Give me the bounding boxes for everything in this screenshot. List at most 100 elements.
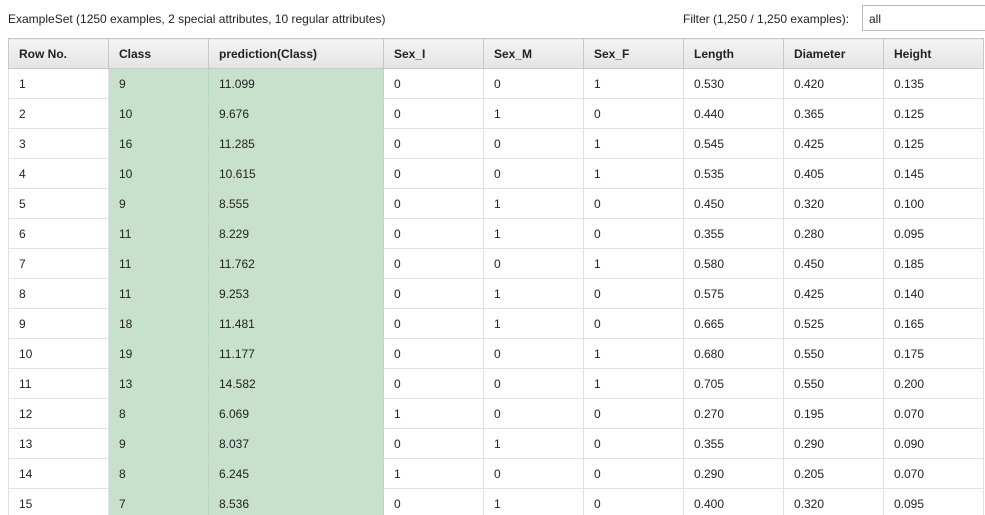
table-row[interactable]: 3 16 11.285 0 0 1 0.545 0.425 0.125 — [8, 128, 984, 159]
cell-prediction-class: 11.762 — [208, 248, 384, 279]
column-header-sex-f[interactable]: Sex_F — [583, 38, 684, 69]
cell-diameter: 0.425 — [783, 128, 884, 159]
table-row[interactable]: 2 10 9.676 0 1 0 0.440 0.365 0.125 — [8, 98, 984, 129]
cell-prediction-class: 11.481 — [208, 308, 384, 339]
cell-sex-m: 1 — [483, 428, 584, 459]
filter-select[interactable]: all — [862, 5, 985, 31]
table-row[interactable]: 5 9 8.555 0 1 0 0.450 0.320 0.100 — [8, 188, 984, 219]
cell-class: 7 — [108, 488, 209, 515]
cell-sex-f: 1 — [583, 338, 684, 369]
cell-sex-i: 0 — [383, 188, 484, 219]
cell-prediction-class: 8.555 — [208, 188, 384, 219]
cell-length: 0.400 — [683, 488, 784, 515]
table-row[interactable]: 12 8 6.069 1 0 0 0.270 0.195 0.070 — [8, 398, 984, 429]
table-row[interactable]: 11 13 14.582 0 0 1 0.705 0.550 0.200 — [8, 368, 984, 399]
cell-length: 0.290 — [683, 458, 784, 489]
cell-height: 0.100 — [883, 188, 984, 219]
column-header-height[interactable]: Height — [883, 38, 984, 69]
cell-prediction-class: 11.099 — [208, 68, 384, 99]
cell-row-no: 5 — [8, 188, 109, 219]
cell-diameter: 0.280 — [783, 218, 884, 249]
cell-prediction-class: 6.245 — [208, 458, 384, 489]
table-row[interactable]: 13 9 8.037 0 1 0 0.355 0.290 0.090 — [8, 428, 984, 459]
cell-prediction-class: 14.582 — [208, 368, 384, 399]
cell-length: 0.680 — [683, 338, 784, 369]
cell-class: 13 — [108, 368, 209, 399]
column-header-length[interactable]: Length — [683, 38, 784, 69]
cell-class: 11 — [108, 248, 209, 279]
cell-row-no: 9 — [8, 308, 109, 339]
cell-length: 0.580 — [683, 248, 784, 279]
cell-height: 0.070 — [883, 458, 984, 489]
column-header-diameter[interactable]: Diameter — [783, 38, 884, 69]
cell-sex-m: 0 — [483, 158, 584, 189]
cell-sex-f: 1 — [583, 68, 684, 99]
cell-sex-f: 1 — [583, 128, 684, 159]
table-row[interactable]: 7 11 11.762 0 0 1 0.580 0.450 0.185 — [8, 248, 984, 279]
cell-sex-m: 0 — [483, 338, 584, 369]
cell-sex-m: 1 — [483, 278, 584, 309]
cell-row-no: 15 — [8, 488, 109, 515]
cell-class: 9 — [108, 68, 209, 99]
cell-sex-i: 1 — [383, 398, 484, 429]
cell-sex-i: 0 — [383, 428, 484, 459]
cell-sex-m: 1 — [483, 488, 584, 515]
cell-sex-i: 0 — [383, 68, 484, 99]
cell-diameter: 0.365 — [783, 98, 884, 129]
cell-row-no: 7 — [8, 248, 109, 279]
column-header-prediction-class[interactable]: prediction(Class) — [208, 38, 384, 69]
cell-sex-i: 0 — [383, 158, 484, 189]
cell-row-no: 1 — [8, 68, 109, 99]
cell-sex-f: 0 — [583, 458, 684, 489]
cell-prediction-class: 6.069 — [208, 398, 384, 429]
table-row[interactable]: 4 10 10.615 0 0 1 0.535 0.405 0.145 — [8, 158, 984, 189]
cell-prediction-class: 8.037 — [208, 428, 384, 459]
column-header-row-no[interactable]: Row No. — [8, 38, 109, 69]
cell-length: 0.355 — [683, 428, 784, 459]
cell-length: 0.535 — [683, 158, 784, 189]
cell-sex-i: 0 — [383, 98, 484, 129]
table-row[interactable]: 10 19 11.177 0 0 1 0.680 0.550 0.175 — [8, 338, 984, 369]
column-header-sex-m[interactable]: Sex_M — [483, 38, 584, 69]
cell-height: 0.095 — [883, 218, 984, 249]
cell-sex-i: 0 — [383, 488, 484, 515]
column-header-class[interactable]: Class — [108, 38, 209, 69]
cell-class: 8 — [108, 458, 209, 489]
table-row[interactable]: 8 11 9.253 0 1 0 0.575 0.425 0.140 — [8, 278, 984, 309]
cell-height: 0.070 — [883, 398, 984, 429]
cell-class: 19 — [108, 338, 209, 369]
cell-class: 18 — [108, 308, 209, 339]
cell-row-no: 2 — [8, 98, 109, 129]
cell-sex-f: 1 — [583, 248, 684, 279]
cell-height: 0.090 — [883, 428, 984, 459]
table-row[interactable]: 15 7 8.536 0 1 0 0.400 0.320 0.095 — [8, 488, 984, 515]
cell-prediction-class: 10.615 — [208, 158, 384, 189]
table-row[interactable]: 9 18 11.481 0 1 0 0.665 0.525 0.165 — [8, 308, 984, 339]
cell-sex-f: 0 — [583, 428, 684, 459]
cell-sex-m: 0 — [483, 68, 584, 99]
data-table-container[interactable]: Row No. Class prediction(Class) Sex_I Sex_M S… — [8, 38, 985, 515]
cell-height: 0.135 — [883, 68, 984, 99]
cell-sex-m: 1 — [483, 98, 584, 129]
table-row[interactable]: 1 9 11.099 0 0 1 0.530 0.420 0.135 — [8, 68, 984, 99]
table-row[interactable]: 14 8 6.245 1 0 0 0.290 0.205 0.070 — [8, 458, 984, 489]
cell-sex-i: 0 — [383, 308, 484, 339]
cell-sex-m: 0 — [483, 458, 584, 489]
table-row[interactable]: 6 11 8.229 0 1 0 0.355 0.280 0.095 — [8, 218, 984, 249]
cell-sex-f: 0 — [583, 398, 684, 429]
cell-class: 9 — [108, 428, 209, 459]
cell-sex-f: 0 — [583, 188, 684, 219]
cell-row-no: 4 — [8, 158, 109, 189]
cell-diameter: 0.205 — [783, 458, 884, 489]
column-header-sex-i[interactable]: Sex_I — [383, 38, 484, 69]
cell-height: 0.095 — [883, 488, 984, 515]
cell-sex-f: 0 — [583, 308, 684, 339]
cell-sex-f: 1 — [583, 158, 684, 189]
table-body: 1 9 11.099 0 0 1 0.530 0.420 0.135 2 10 9.676 0 1 0 0.4… — [8, 68, 984, 515]
cell-height: 0.125 — [883, 98, 984, 129]
cell-row-no: 8 — [8, 278, 109, 309]
cell-diameter: 0.450 — [783, 248, 884, 279]
cell-length: 0.450 — [683, 188, 784, 219]
cell-diameter: 0.550 — [783, 368, 884, 399]
cell-sex-m: 1 — [483, 308, 584, 339]
